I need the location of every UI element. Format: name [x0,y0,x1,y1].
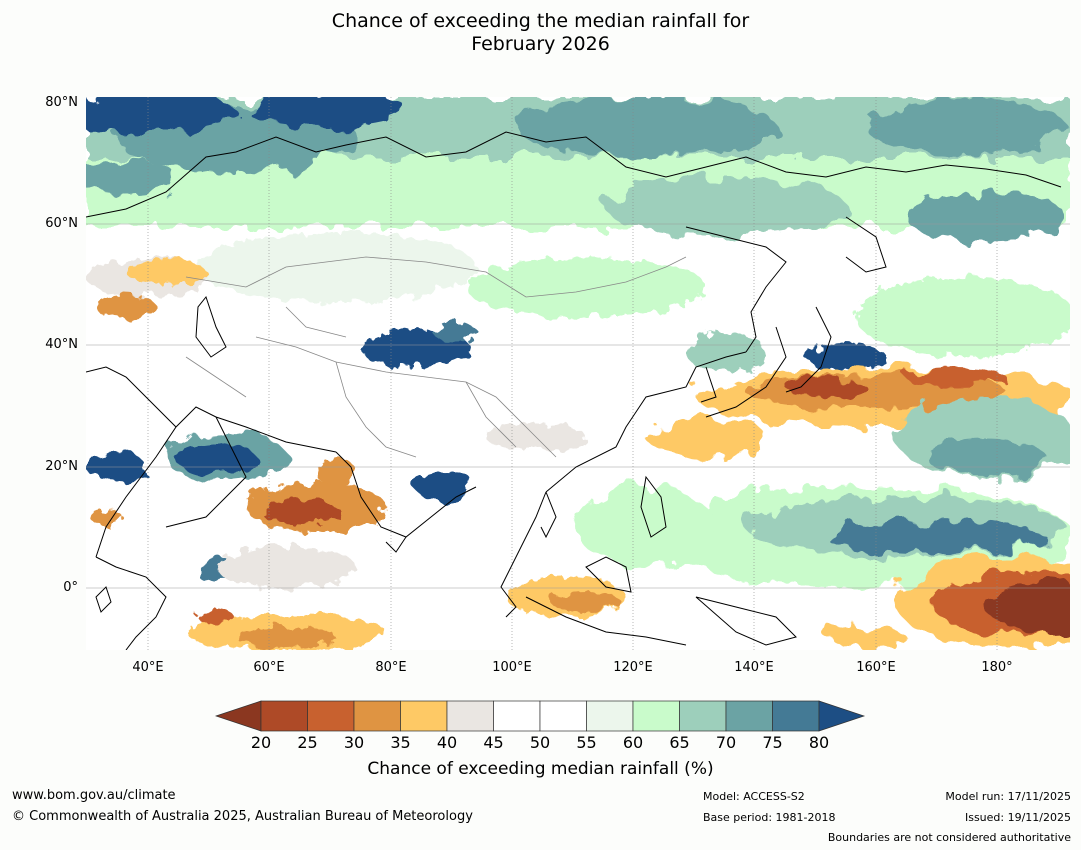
colorbar-tick-label: 75 [762,733,783,752]
footer-model: Model: ACCESS-S2 [703,790,805,803]
lat-label-80n: 80°N [45,95,78,110]
lon-label-40e: 40°E [132,660,164,675]
colorbar-segment [725,700,773,732]
colorbar-high-arrow [818,700,866,732]
colorbar-segment [493,700,541,732]
south-pacific-dry [826,557,1070,647]
lon-label-180: 180° [981,660,1013,675]
colorbar-segment [586,700,634,732]
footer-model-run: Model run: 17/11/2025 [945,790,1071,803]
colorbar-tick-label: 65 [669,733,690,752]
lon-label-140e: 140°E [734,660,774,675]
lat-label-40n: 40°N [45,337,78,352]
footer-url[interactable]: www.bom.gov.au/climate [12,788,176,803]
colorbar [215,700,866,732]
footer-disclaimer: Boundaries are not considered authoritat… [827,831,1071,844]
colorbar-segment [632,700,680,732]
midlatitude-region [86,232,1070,372]
colorbar-segment [400,700,448,732]
footer-copyright: © Commonwealth of Australia 2025, Austra… [12,809,473,824]
colorbar-segment [446,700,494,732]
map-title: Chance of exceeding the median rainfall … [0,10,1081,56]
footer-base-period: Base period: 1981-2018 [703,811,836,824]
colorbar-tick-label: 70 [715,733,737,752]
lat-label-20n: 20°N [45,459,78,474]
latitude-lines [86,223,1070,589]
colorbar-segment [353,700,401,732]
colorbar-low-arrow [215,700,262,732]
colorbar-tick-label: 45 [483,733,504,752]
colorbar-segment [539,700,587,732]
colorbar-tick-label: 40 [436,733,458,752]
lon-label-80e: 80°E [375,660,407,675]
colorbar-tick-label: 50 [529,733,551,752]
colorbar-segment [679,700,727,732]
coastlines [86,131,1062,650]
colorbar-tick-label: 25 [297,733,318,752]
colorbar-tick-label: 20 [250,733,272,752]
lon-label-160e: 160°E [856,660,896,675]
lon-label-100e: 100°E [492,660,532,675]
rainfall-map-svg [86,97,1070,650]
rainfall-map [86,97,1070,650]
lon-label-60e: 60°E [253,660,285,675]
footer-issued: Issued: 19/11/2025 [964,811,1071,824]
lat-label-60n: 60°N [45,216,78,231]
colorbar-tick-label: 60 [622,733,644,752]
colorbar-segment [260,700,308,732]
lon-label-120e: 120°E [613,660,653,675]
colorbar-tick-label: 35 [390,733,411,752]
country-borders [185,256,687,458]
colorbar-segment [307,700,355,732]
colorbar-label: Chance of exceeding median rainfall (%) [367,759,714,779]
graticule [147,97,998,650]
colorbar-tick-label: 30 [343,733,365,752]
colorbar-segment [772,700,820,732]
colorbar-tick-label: 55 [576,733,597,752]
title-line-2: February 2026 [471,33,610,55]
lat-label-0: 0° [63,580,78,595]
arctic-wet-region [86,97,1070,242]
colorbar-tick-label: 80 [808,733,830,752]
indian-ocean-dry [90,423,626,650]
title-line-1: Chance of exceeding the median rainfall … [331,10,750,32]
